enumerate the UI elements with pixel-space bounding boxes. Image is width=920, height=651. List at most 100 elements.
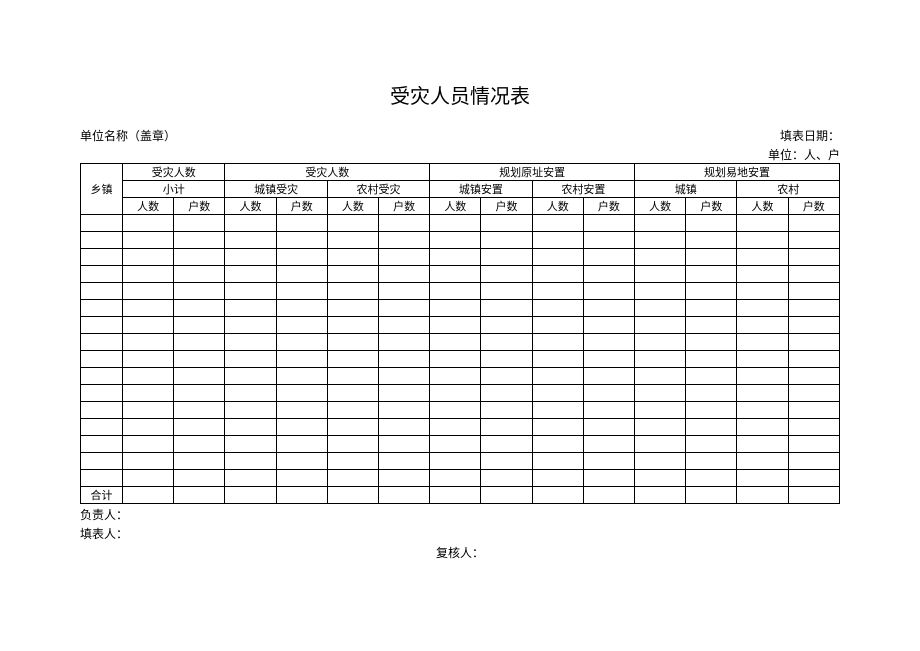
col-header: 户数 bbox=[686, 198, 737, 215]
table-cell bbox=[174, 453, 225, 470]
table-cell bbox=[583, 419, 634, 436]
table-cell bbox=[225, 436, 276, 453]
table-cell bbox=[532, 249, 583, 266]
table-cell bbox=[327, 385, 378, 402]
table-cell bbox=[123, 351, 174, 368]
table-cell bbox=[174, 470, 225, 487]
table-cell bbox=[327, 402, 378, 419]
table-cell bbox=[788, 215, 839, 232]
table-cell bbox=[225, 419, 276, 436]
table-cell bbox=[481, 470, 532, 487]
table-cell bbox=[737, 487, 788, 504]
table-cell bbox=[788, 385, 839, 402]
table-cell bbox=[81, 436, 123, 453]
table-cell bbox=[327, 419, 378, 436]
table-cell bbox=[737, 283, 788, 300]
disaster-personnel-table: 乡镇 受灾人数 受灾人数 规划原址安置 规划易地安置 小计 城镇受灾 农村受灾 … bbox=[80, 163, 840, 504]
table-cell bbox=[737, 334, 788, 351]
group2-title: 受灾人数 bbox=[225, 164, 430, 181]
group2-sub2: 农村受灾 bbox=[327, 181, 429, 198]
table-cell bbox=[532, 419, 583, 436]
table-cell bbox=[327, 368, 378, 385]
table-cell bbox=[430, 266, 481, 283]
table-cell bbox=[635, 419, 686, 436]
table-cell bbox=[379, 368, 430, 385]
col-header: 人数 bbox=[123, 198, 174, 215]
table-cell bbox=[788, 487, 839, 504]
col-header: 人数 bbox=[327, 198, 378, 215]
header-row-2: 小计 城镇受灾 农村受灾 城镇安置 农村安置 城镇 农村 bbox=[81, 181, 840, 198]
table-cell bbox=[327, 215, 378, 232]
responsible-label: 负责人： bbox=[80, 506, 840, 523]
table-cell bbox=[379, 300, 430, 317]
table-cell bbox=[737, 351, 788, 368]
table-cell bbox=[737, 266, 788, 283]
table-cell bbox=[379, 334, 430, 351]
table-cell bbox=[481, 402, 532, 419]
table-cell bbox=[430, 232, 481, 249]
table-cell bbox=[686, 368, 737, 385]
table-cell bbox=[430, 215, 481, 232]
table-cell bbox=[276, 300, 327, 317]
table-cell bbox=[481, 334, 532, 351]
table-cell bbox=[123, 368, 174, 385]
table-row bbox=[81, 351, 840, 368]
table-cell bbox=[737, 368, 788, 385]
table-cell bbox=[174, 334, 225, 351]
table-row bbox=[81, 470, 840, 487]
table-cell bbox=[81, 453, 123, 470]
total-label-cell: 合计 bbox=[81, 487, 123, 504]
table-cell bbox=[532, 385, 583, 402]
group3-sub1: 城镇安置 bbox=[430, 181, 532, 198]
table-cell bbox=[788, 453, 839, 470]
table-cell bbox=[174, 215, 225, 232]
table-cell bbox=[81, 266, 123, 283]
table-cell bbox=[327, 351, 378, 368]
table-cell bbox=[174, 351, 225, 368]
table-cell bbox=[686, 317, 737, 334]
group4-sub1: 城镇 bbox=[635, 181, 737, 198]
col-header: 户数 bbox=[276, 198, 327, 215]
header-row-3: 人数 户数 人数 户数 人数 户数 人数 户数 人数 户数 人数 户数 人数 户… bbox=[81, 198, 840, 215]
col-header: 人数 bbox=[225, 198, 276, 215]
col-header: 户数 bbox=[481, 198, 532, 215]
table-cell bbox=[379, 385, 430, 402]
table-cell bbox=[635, 334, 686, 351]
unit-label: 单位：人、户 bbox=[80, 146, 840, 163]
table-cell bbox=[635, 249, 686, 266]
table-cell bbox=[481, 249, 532, 266]
table-row bbox=[81, 300, 840, 317]
table-cell bbox=[225, 317, 276, 334]
table-cell bbox=[276, 215, 327, 232]
table-cell bbox=[379, 402, 430, 419]
table-cell bbox=[276, 351, 327, 368]
table-cell bbox=[327, 317, 378, 334]
table-cell bbox=[276, 266, 327, 283]
table-cell bbox=[635, 453, 686, 470]
table-cell bbox=[225, 232, 276, 249]
table-cell bbox=[481, 266, 532, 283]
table-cell bbox=[532, 334, 583, 351]
table-cell bbox=[532, 487, 583, 504]
table-cell bbox=[379, 266, 430, 283]
table-cell bbox=[123, 453, 174, 470]
table-cell bbox=[583, 436, 634, 453]
table-cell bbox=[481, 300, 532, 317]
table-cell bbox=[174, 368, 225, 385]
table-cell bbox=[583, 368, 634, 385]
table-cell bbox=[327, 334, 378, 351]
table-cell bbox=[788, 368, 839, 385]
table-cell bbox=[737, 402, 788, 419]
table-cell bbox=[737, 419, 788, 436]
table-cell bbox=[788, 351, 839, 368]
table-cell bbox=[737, 232, 788, 249]
table-cell bbox=[686, 436, 737, 453]
table-cell bbox=[276, 232, 327, 249]
table-cell bbox=[686, 300, 737, 317]
table-cell bbox=[123, 266, 174, 283]
table-cell bbox=[686, 419, 737, 436]
table-cell bbox=[225, 402, 276, 419]
table-cell bbox=[583, 453, 634, 470]
table-cell bbox=[327, 266, 378, 283]
table-cell bbox=[686, 487, 737, 504]
